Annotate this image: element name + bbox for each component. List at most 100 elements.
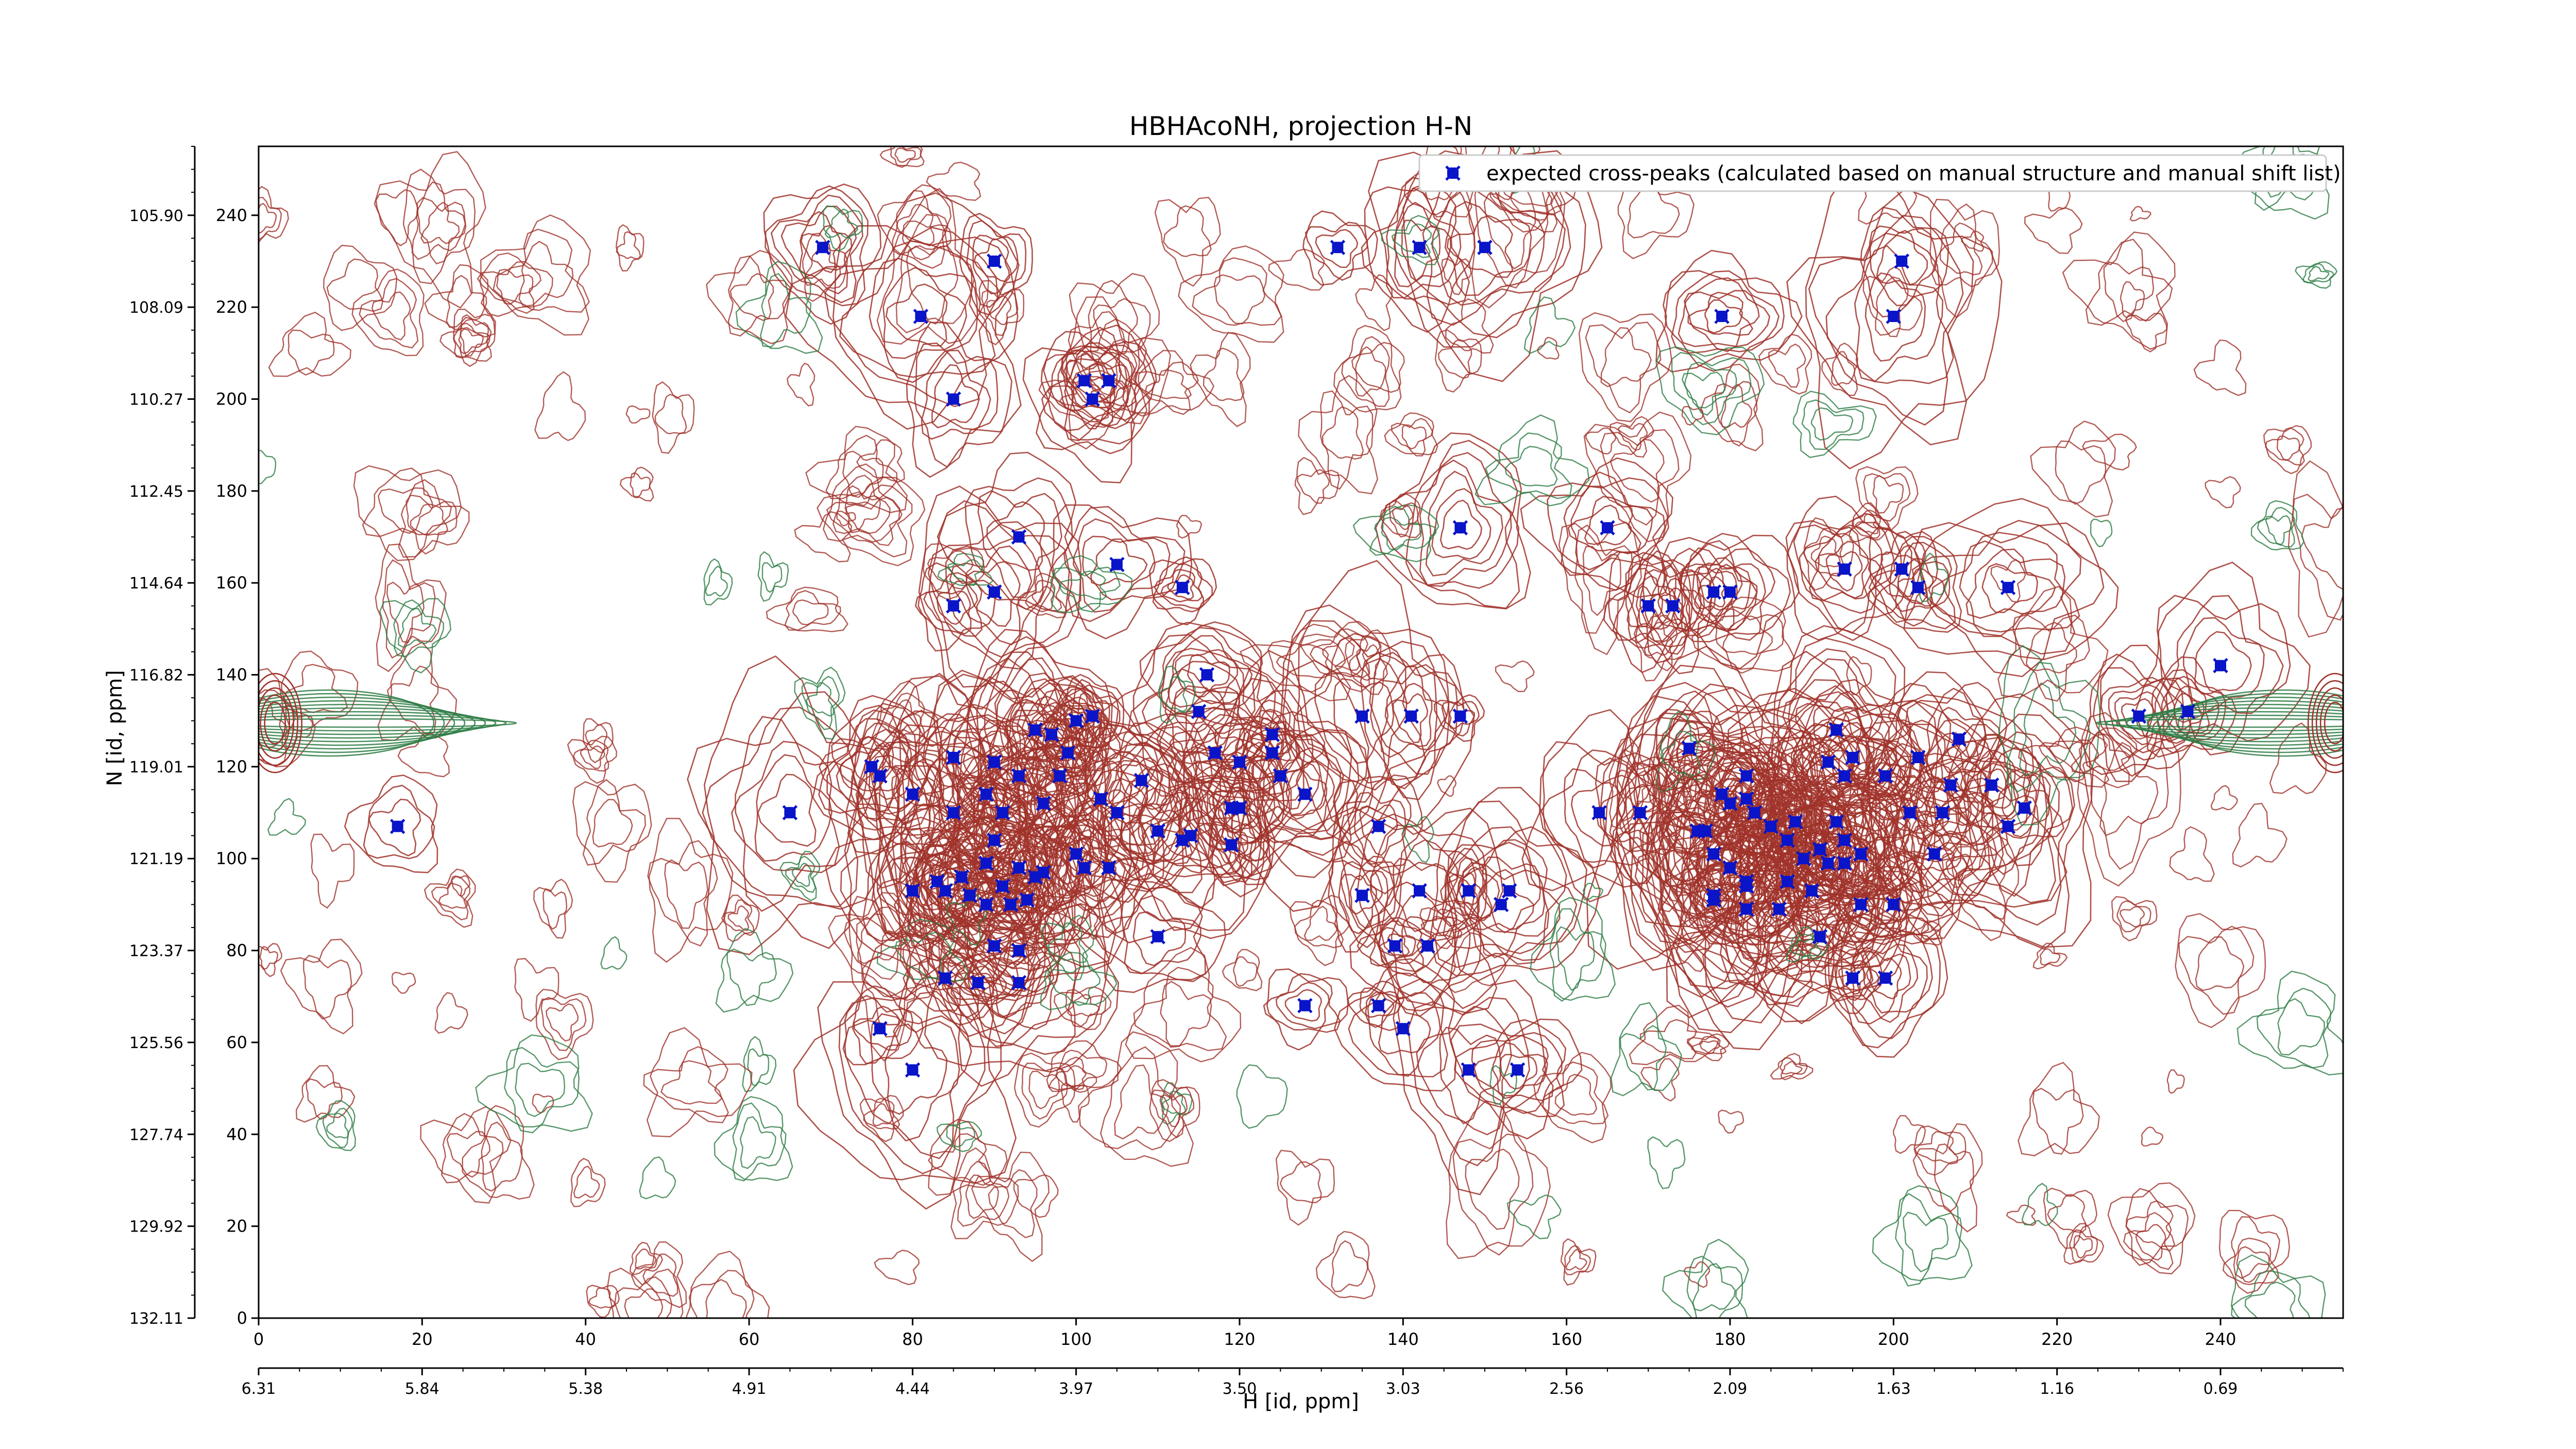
positive-contour [1862,723,2038,903]
cross-peak-marker [1420,938,1435,954]
y-tick-label: 240 [216,206,247,225]
positive-contour [1013,1174,1059,1218]
positive-contour [1691,596,1795,672]
y-ppm-tick-label: 121.19 [129,850,183,868]
cross-peak-marker [1501,883,1517,899]
cross-peak-marker [1706,846,1722,862]
positive-contour [1192,257,1282,326]
positive-contour [966,915,1026,983]
positive-contour [1276,644,1330,679]
cross-peak-marker [2000,580,2016,595]
positive-contour [794,511,853,563]
cross-peak-marker [1183,828,1198,844]
positive-contour [2089,731,2169,870]
cross-peak-marker [1796,851,1811,866]
positive-contour [727,255,791,337]
positive-contour [2182,617,2265,714]
negative-contour [1786,926,1829,963]
positive-contour [363,784,435,860]
positive-contour [1333,325,1402,413]
positive-contour [438,882,468,909]
positive-contour [1666,778,1841,1018]
positive-contour [1828,874,1892,945]
positive-contour [1894,558,1945,612]
positive-contour [1837,671,1987,852]
cross-peak-marker [1640,598,1656,614]
cross-peak-marker [1207,745,1223,761]
positive-contour [857,913,901,965]
positive-contour [1707,863,1784,970]
positive-contour [477,261,542,314]
cross-peak-marker [1771,901,1787,917]
positive-contour [1314,658,1408,784]
positive-contour [351,268,425,357]
positive-contour [259,196,282,241]
positive-contour [1067,311,1126,397]
negative-contour [2230,1254,2326,1318]
y-tick-label: 220 [216,297,247,317]
positive-contour [784,590,841,631]
positive-contour [1492,1042,1548,1099]
positive-contour [1401,424,1427,450]
positive-contour [1831,351,1856,386]
cross-peak-marker [1191,704,1207,719]
positive-contour [2114,691,2162,746]
positive-contour [1855,513,1879,535]
negative-contour [1040,951,1117,1010]
positive-contour [1861,950,1911,1014]
positive-contour [660,1060,723,1105]
positive-contour [1642,704,1834,836]
positive-contour [1657,804,1813,1007]
y-tick-label: 180 [216,481,247,501]
positive-contour [1684,290,1760,352]
x-tick-label: 20 [412,1329,433,1349]
positive-contour [1334,958,1457,1092]
positive-contour [1617,170,1694,260]
cross-peak-marker [1747,805,1762,820]
positive-contour [878,724,1108,1037]
positive-contour [1315,1231,1376,1300]
x-tick-label: 0 [253,1329,264,1349]
positive-contour [1458,839,1550,937]
positive-contour [894,147,916,163]
negative-contour [1611,1002,1682,1097]
cross-peak-marker [1232,800,1247,816]
positive-contour [1289,895,1350,966]
positive-contour [631,1241,687,1308]
positive-contour [1190,332,1251,428]
negative-contour [1504,446,1558,487]
positive-contour [1465,1148,1520,1230]
positive-contour [1704,299,1743,334]
positive-contour [1328,840,1402,953]
positive-contour [1945,857,1968,881]
positive-contour [280,938,363,1035]
positive-contour [2030,420,2116,518]
x-tick-label: 180 [1714,1329,1745,1349]
x-ppm-tick-label: 5.38 [568,1380,603,1398]
legend-marker [1445,165,1461,181]
positive-contour [1213,274,1265,325]
negative-contour [2256,987,2331,1069]
positive-contour [902,220,952,261]
positive-contour [1141,797,1232,869]
cross-peak-marker [1068,846,1084,862]
cross-peak-marker [1722,796,1738,811]
positive-contour [1912,1123,1983,1233]
positive-contour [614,1276,673,1318]
cross-peak-marker [938,883,953,899]
positive-contour [1309,628,1370,679]
positive-contour [1868,531,1927,605]
positive-contour [1582,546,1622,616]
positive-contour [1174,649,1239,704]
positive-contour [1554,1074,1598,1116]
positive-contour [440,1113,504,1184]
negative-contour [703,558,733,605]
positive-contour [931,364,980,429]
positive-contour [705,1278,747,1318]
positive-contour [1646,683,1813,887]
positive-contour [268,311,352,377]
positive-contour [786,362,816,407]
positive-contour [1542,741,1664,903]
positive-contour [1046,1040,1122,1091]
positive-contour [1643,621,1673,656]
